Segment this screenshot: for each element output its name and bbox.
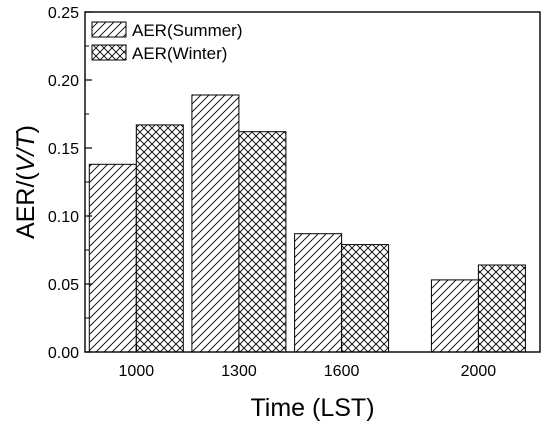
legend-label-winter: AER(Winter) [132,44,227,63]
x-axis-title: Time (LST) [250,394,374,422]
bar-winter-2000 [477,264,526,353]
x-tick-label: 2000 [461,363,497,380]
y-axis-title-italic: V/T [12,132,40,173]
bars-layer [88,94,526,353]
y-tick-label: 0.00 [48,345,79,362]
bar-summer-1600 [294,233,343,353]
bar-summer-1000 [88,163,137,353]
y-tick-label: 0.05 [48,277,79,294]
y-axis-title-suffix: ) [12,125,40,133]
y-tick-label: 0.20 [48,73,79,90]
y-tick-label: 0.10 [48,209,79,226]
x-axis-ticks: 1000 1300 1600 2000 [119,346,497,380]
legend: AER(Summer) AER(Winter) [91,21,243,63]
y-axis-title: AER/(V/T) [12,125,40,239]
legend-label-summer: AER(Summer) [132,21,243,40]
x-tick-label: 1000 [119,363,155,380]
legend-swatch-summer [91,21,127,38]
bar-winter-1000 [135,124,184,353]
bar-winter-1300 [238,131,287,353]
x-tick-label: 1600 [324,363,360,380]
y-tick-label: 0.25 [48,5,79,22]
legend-swatch-winter [91,44,127,61]
x-tick-label: 1300 [221,363,257,380]
y-tick-label: 0.15 [48,141,79,158]
bar-summer-2000 [430,279,479,353]
bar-summer-1300 [191,94,240,353]
y-axis-ticks: 0.00 0.05 0.10 0.15 0.20 0.25 [48,5,92,362]
bar-winter-1600 [341,244,390,353]
y-axis-title-prefix: AER/( [12,172,40,239]
